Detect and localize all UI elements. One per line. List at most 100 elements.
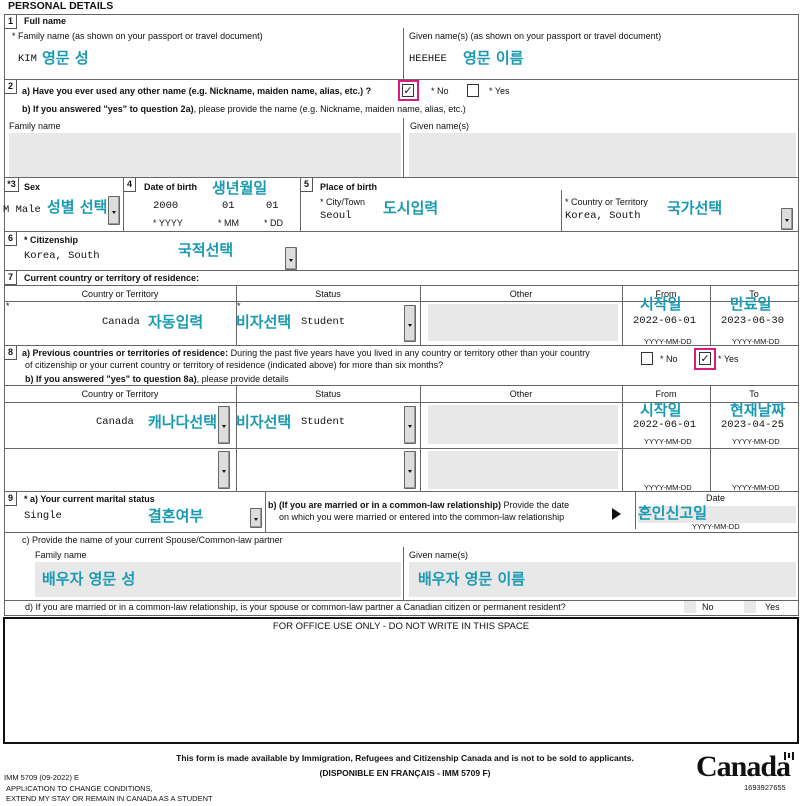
section-number: *3 <box>5 178 19 192</box>
section-number: 2 <box>5 80 17 94</box>
column-header: Other <box>509 289 533 299</box>
column-header: From <box>655 389 677 399</box>
annotation: 생년월일 <box>212 179 268 197</box>
country-select[interactable]: Korea, South <box>565 210 641 222</box>
question-8b: , please provide details <box>196 374 289 384</box>
marital-status-select[interactable]: Single <box>24 510 62 522</box>
office-use-box <box>3 617 799 744</box>
question-8a: During the past five years have you live… <box>228 348 590 358</box>
no-checkbox[interactable] <box>641 352 653 365</box>
spouse-given-input[interactable] <box>409 562 796 597</box>
dob-month-input[interactable]: 01 <box>222 200 235 212</box>
section-number: 8 <box>5 346 17 360</box>
annotation: 캐나다선택 <box>148 413 218 431</box>
country-dropdown-button[interactable] <box>781 208 793 230</box>
section-number: 6 <box>5 232 17 246</box>
yes-checkbox[interactable] <box>467 84 479 97</box>
question-8a-line2: of citizenship or your current country o… <box>25 360 444 370</box>
column-header: Country or Territory <box>81 389 159 399</box>
section-number: 1 <box>5 15 17 29</box>
other-given-input[interactable] <box>409 133 796 177</box>
dd-label: * DD <box>264 218 284 228</box>
marriage-date-input[interactable] <box>638 506 796 523</box>
citizenship-label: * Citizenship <box>24 235 79 245</box>
question-8a-bold: a) Previous countries or territories of … <box>22 348 229 358</box>
date-format-label: YYYY-MM-DD <box>692 522 740 531</box>
status-dropdown-button[interactable] <box>404 406 416 444</box>
other-family-input[interactable] <box>9 133 401 177</box>
annotation: 영문 이름 <box>463 49 524 67</box>
annotation: 배우자 영문 성 <box>42 570 136 588</box>
previous-other-input[interactable] <box>428 405 618 444</box>
footer-french: (DISPONIBLE EN FRANÇAIS - IMM 5709 F) <box>319 768 491 778</box>
residence-country-input[interactable]: Canada <box>102 316 140 328</box>
previous-from-input[interactable]: 2022-06-01 <box>633 419 697 431</box>
annotation: 국적선택 <box>178 241 234 259</box>
status-dropdown-button[interactable] <box>404 451 416 489</box>
question-2a: a) Have you ever used any other name (e.… <box>22 86 372 96</box>
sex-label: Sex <box>24 182 41 192</box>
country-dropdown-button[interactable] <box>218 406 230 444</box>
sex-select[interactable]: M Male <box>3 204 41 216</box>
annotation: 시작일 <box>640 295 682 313</box>
column-header: To <box>749 389 759 399</box>
dob-label: Date of birth <box>144 182 197 192</box>
date-format-label: YYYY-MM-DD <box>644 437 692 446</box>
spouse-name-label: c) Provide the name of your current Spou… <box>22 535 283 545</box>
column-header: Status <box>315 289 341 299</box>
date-format-label: YYYY-MM-DD <box>644 337 692 346</box>
column-header: To <box>749 289 759 299</box>
yes-checkbox[interactable] <box>744 601 756 613</box>
previous-status-select[interactable]: Student <box>301 416 346 428</box>
citizenship-select[interactable]: Korea, South <box>24 250 100 262</box>
annotation: 성별 선택 <box>47 198 108 216</box>
office-use-label: FOR OFFICE USE ONLY - DO NOT WRITE IN TH… <box>272 621 530 632</box>
family-name-label: * Family name (as shown on your passport… <box>12 31 263 41</box>
family-name-input[interactable]: KIM <box>18 53 37 65</box>
country-dropdown-button[interactable] <box>218 451 230 489</box>
marriage-date-question: Provide the date <box>501 500 570 510</box>
yes-checkbox[interactable]: ✓ <box>699 352 711 365</box>
highlight-box <box>398 80 419 101</box>
dob-year-input[interactable]: 2000 <box>153 200 179 212</box>
yes-label: * Yes <box>718 354 739 364</box>
previous-country-select[interactable]: Canada <box>96 416 134 428</box>
form-id: IMM 5709 (09-2022) E <box>4 773 80 782</box>
yes-label: Yes <box>765 602 780 612</box>
arrow-right-icon <box>612 508 621 520</box>
dob-day-input[interactable]: 01 <box>266 200 279 212</box>
residence-to-input[interactable]: 2023-06-30 <box>721 315 785 327</box>
yes-label: * Yes <box>489 86 510 96</box>
sex-dropdown-button[interactable] <box>108 196 120 225</box>
date-format-label: YYYY-MM-DD <box>644 483 692 492</box>
city-input[interactable]: Seoul <box>320 210 352 222</box>
form-frame <box>4 14 799 616</box>
given-name-label: Given name(s) (as shown on your passport… <box>409 31 662 41</box>
residence-other-input[interactable] <box>428 304 618 341</box>
spouse-family-input[interactable] <box>35 562 401 597</box>
no-checkbox[interactable]: ✓ <box>402 84 414 97</box>
previous-other-input[interactable] <box>428 451 618 489</box>
section-number: 7 <box>5 271 17 285</box>
canada-wordmark-logo: Canada <box>696 750 791 783</box>
residence-from-input[interactable]: 2022-06-01 <box>633 315 697 327</box>
given-name-input[interactable]: HEEHEE <box>409 53 447 65</box>
annotation: 혼인신고일 <box>638 504 708 522</box>
previous-to-input[interactable]: 2023-04-25 <box>721 419 785 431</box>
section-number: 9 <box>5 492 17 506</box>
column-header: Status <box>315 389 341 399</box>
annotation: 자동입력 <box>148 313 204 331</box>
spouse-given-label: Given name(s) <box>409 550 469 560</box>
annotation: 비자선택 <box>236 413 292 431</box>
marriage-date-question-bold: b) (If you are married or in a common-la… <box>268 500 502 510</box>
residence-status-select[interactable]: Student <box>301 316 346 328</box>
annotation: 결혼여부 <box>148 507 204 525</box>
citizenship-dropdown-button[interactable] <box>285 247 297 270</box>
other-given-label: Given name(s) <box>410 121 470 131</box>
marital-dropdown-button[interactable] <box>250 508 262 528</box>
date-format-label: YYYY-MM-DD <box>732 483 780 492</box>
status-dropdown-button[interactable] <box>404 305 416 342</box>
annotation: 도시입력 <box>383 199 439 217</box>
spouse-family-label: Family name <box>35 550 87 560</box>
no-checkbox[interactable] <box>684 601 696 613</box>
